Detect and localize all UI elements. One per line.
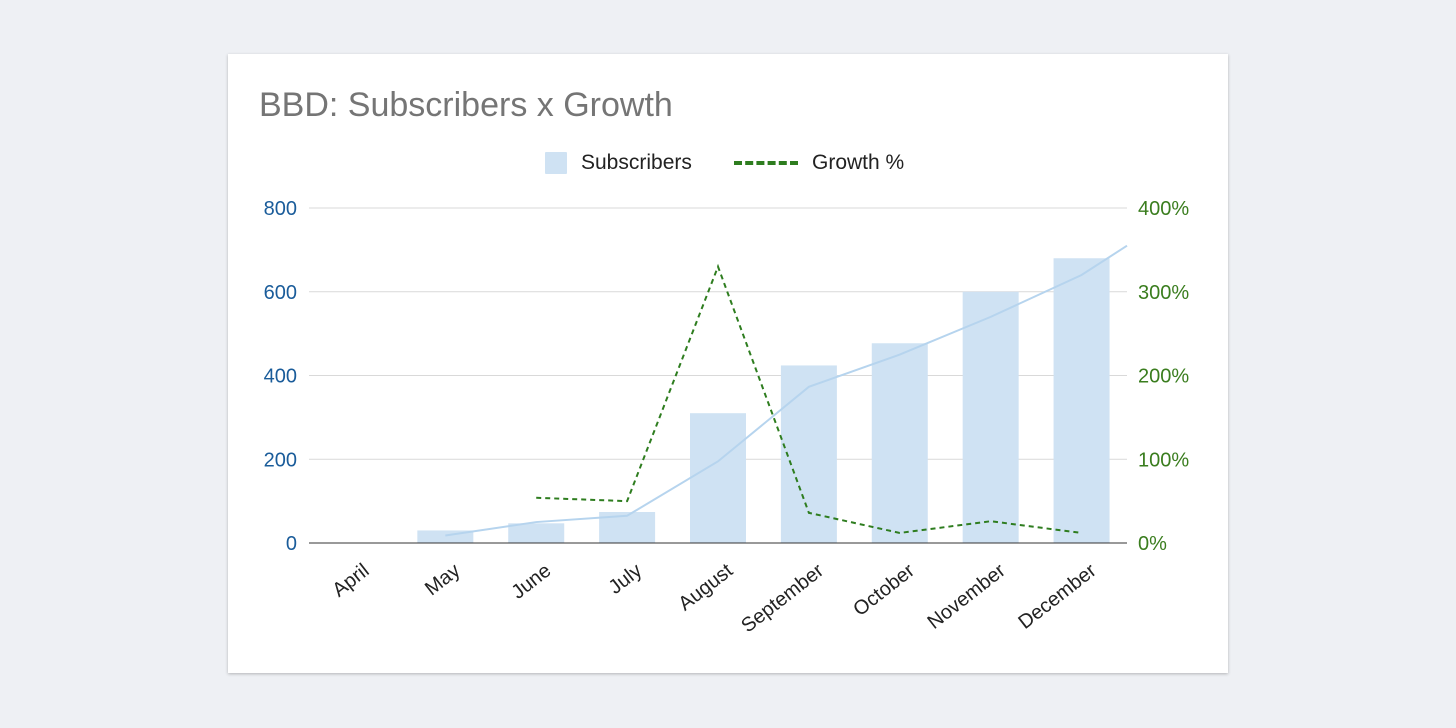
legend-item-growth[interactable]: Growth % bbox=[734, 148, 904, 178]
chart-title: BBD: Subscribers x Growth bbox=[259, 86, 673, 124]
line-growth bbox=[536, 263, 1082, 534]
x-axis-tick-label: July bbox=[605, 560, 647, 599]
x-axis-tick-label: October bbox=[849, 559, 919, 620]
right-axis-tick-label: 400% bbox=[1138, 198, 1189, 220]
legend-label-subscribers: Subscribers bbox=[581, 151, 692, 174]
x-axis-tick-label: April bbox=[328, 560, 373, 602]
left-axis-tick-label: 400 bbox=[264, 366, 297, 388]
left-axis-tick-label: 800 bbox=[264, 198, 297, 220]
x-axis-tick-label: June bbox=[508, 560, 556, 604]
right-axis-tick-label: 100% bbox=[1138, 449, 1189, 471]
legend-label-growth: Growth % bbox=[812, 151, 905, 174]
chart-plot-area: 0 200 400 600 800 0% 100% 200% 300% 400% April May J… bbox=[264, 198, 1190, 637]
x-axis-tick-label: November bbox=[923, 559, 1010, 633]
right-axis-tick-label: 300% bbox=[1138, 282, 1189, 304]
left-axis-tick-label: 0 bbox=[286, 533, 297, 555]
legend-swatch-growth bbox=[734, 161, 798, 165]
x-axis-tick-label: September bbox=[737, 559, 828, 637]
x-axis-tick-label: May bbox=[421, 560, 464, 601]
trendline-subscribers bbox=[445, 244, 1128, 537]
legend-swatch-subscribers bbox=[545, 152, 567, 174]
chart-card: BBD: Subscribers x Growth Subscribers Gr… bbox=[228, 54, 1228, 673]
bar-subscribers bbox=[508, 523, 565, 543]
x-axis-tick-label: August bbox=[674, 559, 737, 615]
left-axis-tick-label: 600 bbox=[264, 282, 297, 304]
right-axis-tick-label: 0% bbox=[1138, 533, 1167, 555]
left-axis-tick-label: 200 bbox=[264, 449, 297, 471]
x-axis-tick-label: December bbox=[1014, 559, 1101, 633]
chart-legend: Subscribers Growth % bbox=[228, 148, 1228, 178]
bar-subscribers bbox=[1053, 258, 1110, 543]
bar-subscribers bbox=[871, 343, 928, 543]
legend-item-subscribers[interactable]: Subscribers bbox=[545, 148, 692, 178]
bar-subscribers bbox=[962, 291, 1019, 543]
bar-subscribers bbox=[690, 413, 746, 543]
right-axis-tick-label: 200% bbox=[1138, 366, 1189, 388]
